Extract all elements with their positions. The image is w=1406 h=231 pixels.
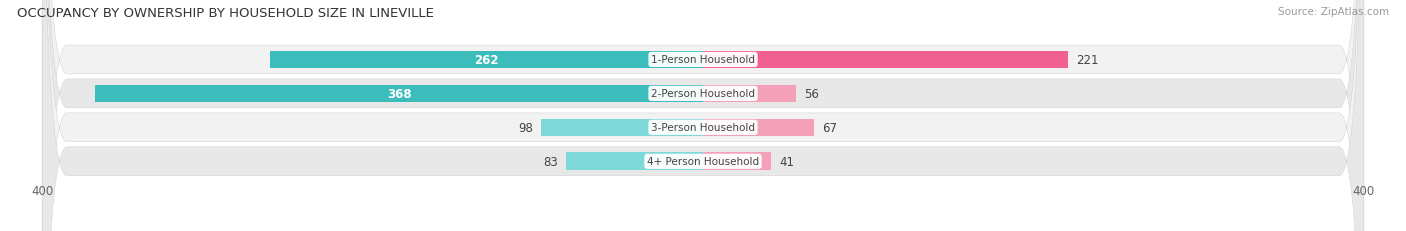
Text: 3-Person Household: 3-Person Household (651, 123, 755, 133)
Text: 41: 41 (779, 155, 794, 168)
Bar (703, 153, 770, 170)
Text: 67: 67 (823, 121, 837, 134)
Text: 2-Person Household: 2-Person Household (651, 89, 755, 99)
Text: 98: 98 (517, 121, 533, 134)
Text: 221: 221 (1077, 54, 1099, 67)
Bar (270, 51, 703, 69)
FancyBboxPatch shape (42, 0, 1364, 231)
Text: OCCUPANCY BY OWNERSHIP BY HOUSEHOLD SIZE IN LINEVILLE: OCCUPANCY BY OWNERSHIP BY HOUSEHOLD SIZE… (17, 7, 433, 20)
Bar (565, 153, 703, 170)
Text: 368: 368 (387, 88, 412, 100)
Text: 4+ Person Household: 4+ Person Household (647, 157, 759, 167)
Bar (541, 119, 703, 137)
Bar (703, 119, 814, 137)
Bar (96, 85, 703, 103)
FancyBboxPatch shape (42, 0, 1364, 231)
FancyBboxPatch shape (42, 0, 1364, 231)
Text: Source: ZipAtlas.com: Source: ZipAtlas.com (1278, 7, 1389, 17)
Text: 83: 83 (543, 155, 558, 168)
FancyBboxPatch shape (42, 0, 1364, 231)
Text: 1-Person Household: 1-Person Household (651, 55, 755, 65)
Bar (703, 85, 796, 103)
Text: 56: 56 (804, 88, 818, 100)
Bar (703, 51, 1069, 69)
Text: 262: 262 (474, 54, 499, 67)
